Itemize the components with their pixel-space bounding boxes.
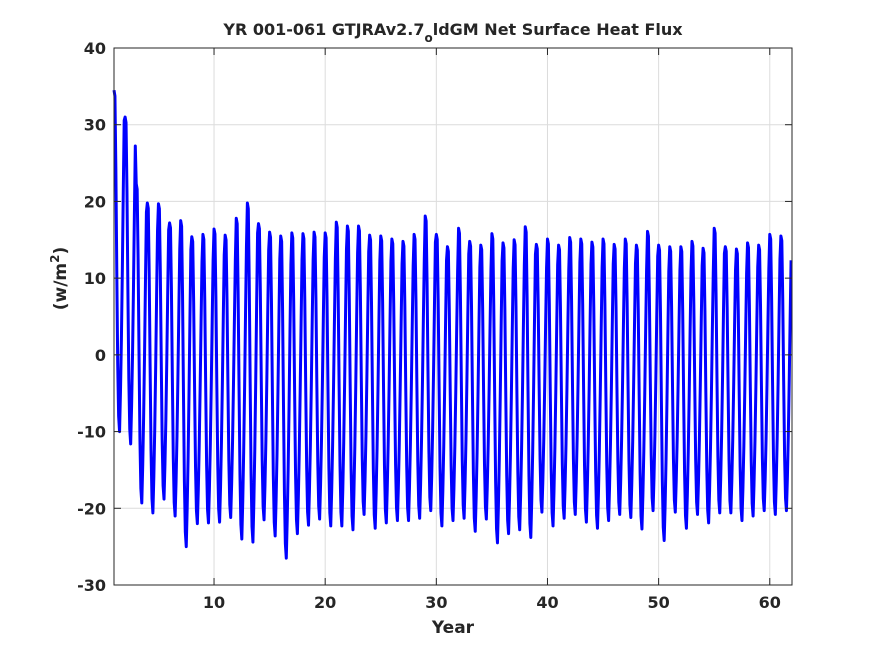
y-tick-label: -20 [77,499,106,518]
chart-title-tail: ldGM Net Surface Heat Flux [433,20,684,39]
y-axis-label-main: (w/m [51,263,71,310]
y-tick-label: 40 [84,39,106,58]
x-tick-label: 20 [314,593,336,612]
y-axis-label: (w/m2) [48,247,71,311]
chart-title: YR 001-061 GTJRAv2.7oldGM Net Surface He… [222,20,683,45]
chart-title-subscript: o [424,31,432,45]
ticks: 10 20 30 40 50 60 -30 -20 -10 0 10 20 30 40 [77,39,792,612]
y-tick-label: 0 [95,346,106,365]
series-layer [112,89,793,560]
y-tick-label: 10 [84,269,106,288]
chart-title-main: YR 001-061 GTJRAv2.7 [222,20,424,39]
y-axis-label-close: ) [51,247,71,255]
y-tick-label: -30 [77,576,106,595]
y-axis-label-superscript: 2 [48,255,62,263]
x-axis-label: Year [431,618,475,638]
x-tick-label: 10 [203,593,225,612]
y-tick-label: 20 [84,192,106,211]
x-tick-label: 50 [647,593,669,612]
x-tick-label: 60 [759,593,781,612]
axes-box [113,47,793,586]
y-tick-label: -10 [77,423,106,442]
series-line [112,89,793,560]
y-tick-label: 30 [84,116,106,135]
x-tick-label: 30 [425,593,447,612]
x-tick-label: 40 [536,593,558,612]
